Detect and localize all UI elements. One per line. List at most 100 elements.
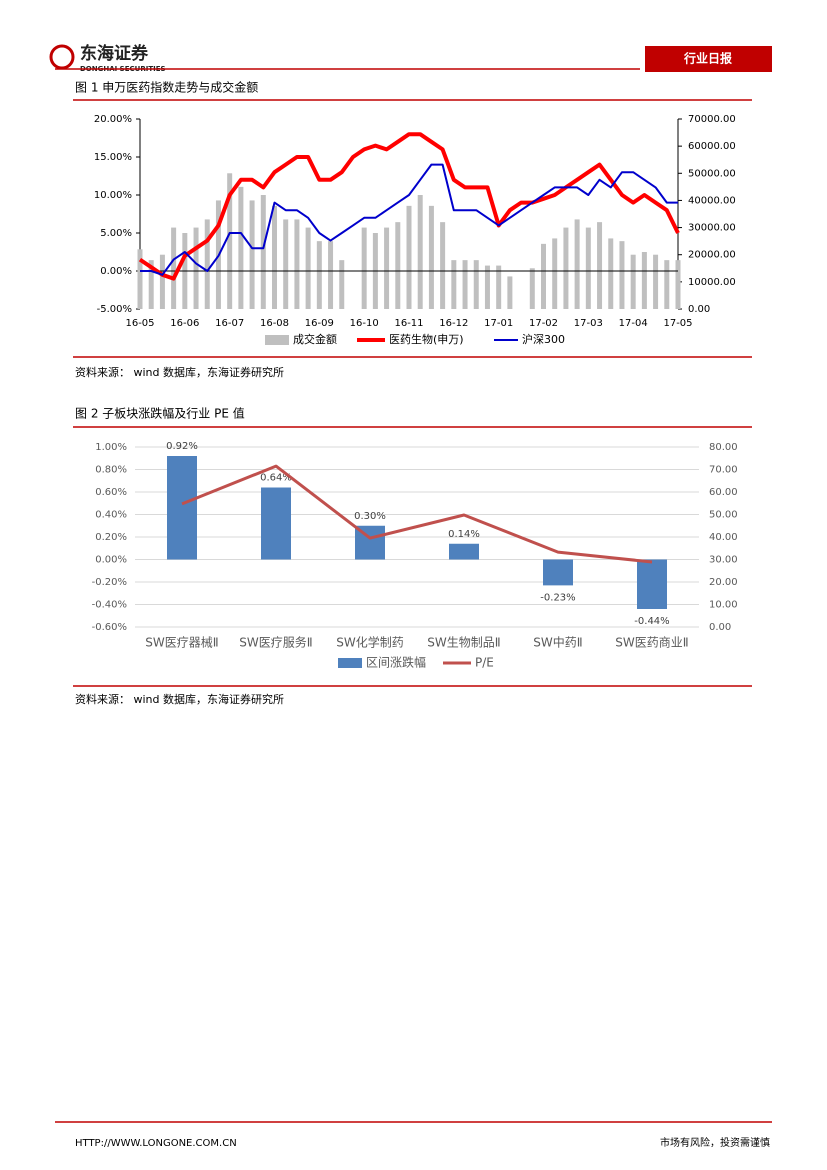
value-label: -0.23% xyxy=(540,592,575,603)
y2-tick-label: 50000.00 xyxy=(688,168,736,179)
bar xyxy=(473,260,479,309)
bar xyxy=(552,238,558,309)
y2-tick-label: 0.00 xyxy=(688,304,710,315)
bar xyxy=(637,559,667,609)
bar xyxy=(249,200,255,309)
x-tick-label: 16-09 xyxy=(305,318,334,329)
bar xyxy=(361,227,367,309)
y2-tick-label: 30000.00 xyxy=(688,223,736,234)
bar xyxy=(167,456,197,560)
y-tick-label: -5.00% xyxy=(97,304,132,315)
bar xyxy=(272,205,277,309)
x-tick-label: 16-11 xyxy=(394,318,423,329)
value-label: 0.64% xyxy=(260,473,292,484)
bar xyxy=(653,254,659,309)
y-tick-label: 0.80% xyxy=(95,465,127,476)
y-tick-label: 20.00% xyxy=(94,114,132,125)
bar xyxy=(316,241,322,309)
header: 东海证券 DONGHAI SECURITIES 行业日报 xyxy=(49,43,772,73)
bar xyxy=(339,260,345,309)
line xyxy=(181,464,653,564)
legend-label: 区间涨跌幅 xyxy=(366,655,426,670)
x-tick-label: SW医疗服务Ⅱ xyxy=(239,635,312,650)
line xyxy=(140,163,678,276)
value-label: -0.44% xyxy=(634,616,669,627)
bar xyxy=(543,559,573,586)
figure-caption: 图 1 申万医药指数走势与成交金额 xyxy=(75,80,258,95)
x-tick-label: 16-10 xyxy=(350,318,379,329)
y-tick-label: -0.20% xyxy=(92,577,127,588)
y-tick-label: -0.60% xyxy=(92,622,127,633)
logo-mark xyxy=(49,44,75,70)
bar xyxy=(417,195,423,309)
bar xyxy=(260,195,266,309)
bar xyxy=(171,227,177,309)
bar xyxy=(428,205,434,309)
line xyxy=(138,132,680,281)
bar xyxy=(641,252,647,309)
bar xyxy=(449,543,479,560)
legend-label: P/E xyxy=(475,656,494,670)
bar xyxy=(664,260,670,309)
y-tick-label: 0.60% xyxy=(95,487,127,498)
y2-tick-label: 20000.00 xyxy=(688,250,736,261)
x-tick-label: 17-02 xyxy=(529,318,558,329)
y-tick-label: -0.40% xyxy=(92,600,127,611)
bar xyxy=(630,254,636,309)
legend-label: 医药生物(申万) xyxy=(389,332,464,346)
footer-disclaimer: 市场有风险，投资需谨慎 xyxy=(660,1136,770,1149)
logo-cn: 东海证券 xyxy=(80,43,149,64)
legend-label: 成交金额 xyxy=(293,332,337,346)
legend-swatch xyxy=(338,658,362,668)
x-tick-label: SW化学制药 xyxy=(336,635,403,650)
y2-tick-label: 20.00 xyxy=(709,577,738,588)
bar xyxy=(294,219,300,309)
y-tick-label: 0.00% xyxy=(95,555,127,566)
x-tick-label: SW医药商业Ⅱ xyxy=(615,635,688,650)
y-tick-label: 0.40% xyxy=(95,510,127,521)
bar xyxy=(395,222,401,309)
x-tick-label: 16-05 xyxy=(125,318,154,329)
y2-tick-label: 50.00 xyxy=(709,510,738,521)
x-tick-label: 16-07 xyxy=(215,318,244,329)
bar xyxy=(619,241,625,309)
x-tick-label: 16-12 xyxy=(439,318,468,329)
bar xyxy=(238,186,244,309)
value-label: 0.14% xyxy=(448,529,480,540)
y2-tick-label: 60.00 xyxy=(709,487,738,498)
bar xyxy=(574,219,580,309)
x-tick-label: SW中药Ⅱ xyxy=(533,635,582,650)
bar xyxy=(597,222,603,309)
bar xyxy=(305,227,311,309)
y2-tick-label: 70.00 xyxy=(709,465,738,476)
bar xyxy=(484,265,490,309)
bar xyxy=(406,205,412,309)
figure-source: 资料来源： wind 数据库，东海证券研究所 xyxy=(75,365,284,379)
x-tick-label: 16-08 xyxy=(260,318,289,329)
y-tick-label: 1.00% xyxy=(95,442,127,453)
x-tick-label: 17-04 xyxy=(619,318,648,329)
y2-tick-label: 10000.00 xyxy=(688,277,736,288)
bar xyxy=(541,243,546,309)
bar xyxy=(675,260,681,309)
report-type: 行业日报 xyxy=(683,51,732,66)
y2-tick-label: 0.00 xyxy=(709,622,731,633)
y2-tick-label: 40000.00 xyxy=(688,195,736,206)
figure-source: 资料来源： wind 数据库，东海证券研究所 xyxy=(75,692,284,706)
bar xyxy=(462,260,468,309)
x-tick-label: SW生物制品Ⅱ xyxy=(427,636,500,650)
report-type-box xyxy=(645,46,772,72)
bar xyxy=(529,268,535,309)
y2-tick-label: 70000.00 xyxy=(688,114,736,125)
x-tick-label: 17-03 xyxy=(574,318,603,329)
y-tick-label: 15.00% xyxy=(94,152,132,163)
bar xyxy=(227,173,233,309)
bar xyxy=(507,276,513,309)
x-tick-label: 17-05 xyxy=(663,318,692,329)
legend-label: 沪深300 xyxy=(522,332,565,346)
bar xyxy=(261,487,291,560)
legend-swatch xyxy=(265,335,289,345)
x-tick-label: 17-01 xyxy=(484,318,513,329)
y2-tick-label: 10.00 xyxy=(709,600,738,611)
y-tick-label: 10.00% xyxy=(94,190,132,201)
